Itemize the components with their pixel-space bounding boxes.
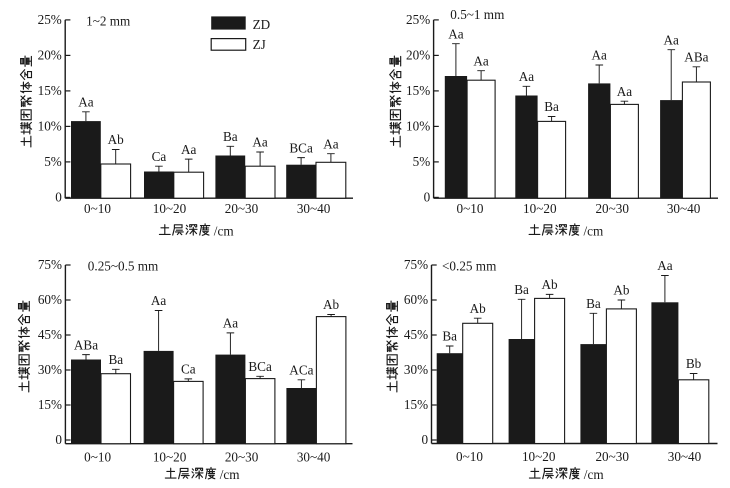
svg-text:0.25~0.5 mm: 0.25~0.5 mm [88, 258, 159, 273]
svg-text:Aa: Aa [78, 95, 94, 110]
svg-text:45%: 45% [404, 327, 428, 342]
svg-text:10%: 10% [406, 119, 430, 134]
svg-text:Aa: Aa [473, 53, 489, 68]
svg-text:30~40: 30~40 [667, 201, 701, 216]
svg-text:Aa: Aa [592, 48, 608, 63]
svg-text:Aa: Aa [519, 69, 535, 84]
svg-text:30%: 30% [38, 362, 62, 377]
svg-text:Ab: Ab [323, 297, 340, 312]
svg-text:20%: 20% [406, 48, 430, 63]
svg-text:ABa: ABa [74, 337, 98, 352]
svg-text:0~10: 0~10 [457, 201, 484, 216]
svg-text:Ab: Ab [542, 277, 559, 292]
svg-text:Aa: Aa [657, 258, 673, 273]
svg-text:Aa: Aa [151, 293, 167, 308]
svg-text:25%: 25% [406, 12, 430, 27]
svg-text:Ab: Ab [613, 283, 630, 298]
svg-text:10~20: 10~20 [522, 449, 556, 464]
svg-text:10~20: 10~20 [153, 201, 187, 216]
svg-text:30~40: 30~40 [297, 449, 331, 464]
svg-text:Aa: Aa [181, 142, 197, 157]
svg-text:Aa: Aa [664, 32, 680, 47]
svg-text:Ba: Ba [442, 329, 457, 344]
svg-text:0: 0 [424, 190, 431, 205]
svg-text:Ab: Ab [470, 301, 487, 316]
svg-text:30%: 30% [404, 362, 428, 377]
svg-text:ZJ: ZJ [253, 37, 266, 52]
svg-text:10~20: 10~20 [153, 449, 187, 464]
svg-text:1~2 mm: 1~2 mm [86, 13, 131, 28]
svg-text:ACa: ACa [289, 363, 313, 378]
svg-text:Ba: Ba [514, 282, 529, 297]
svg-text:75%: 75% [404, 257, 428, 272]
svg-text:Bb: Bb [686, 356, 702, 371]
svg-text:ZD: ZD [253, 17, 271, 32]
svg-text:20%: 20% [38, 48, 62, 63]
svg-text:0~10: 0~10 [456, 449, 483, 464]
svg-text:0.5~1 mm: 0.5~1 mm [450, 7, 505, 22]
svg-text:20~30: 20~30 [595, 201, 629, 216]
svg-text:BCa: BCa [289, 140, 313, 155]
svg-text:0~10: 0~10 [84, 201, 111, 216]
svg-text:Aa: Aa [323, 136, 339, 151]
svg-text:Aa: Aa [223, 316, 239, 331]
svg-text:<0.25 mm: <0.25 mm [442, 258, 497, 273]
svg-text:0~10: 0~10 [84, 449, 111, 464]
svg-text:0: 0 [55, 432, 62, 447]
svg-text:Aa: Aa [617, 84, 633, 99]
svg-text:20~30: 20~30 [595, 449, 629, 464]
svg-text:Aa: Aa [252, 135, 268, 150]
svg-text:/cm: /cm [584, 223, 605, 238]
svg-text:45%: 45% [38, 327, 62, 342]
svg-text:Ba: Ba [223, 129, 238, 144]
svg-text:60%: 60% [38, 292, 62, 307]
svg-text:Ba: Ba [108, 352, 123, 367]
svg-text:15%: 15% [38, 83, 62, 98]
svg-text:ABa: ABa [684, 50, 708, 65]
svg-text:Ab: Ab [108, 132, 125, 147]
svg-text:/cm: /cm [584, 467, 605, 482]
svg-text:25%: 25% [38, 12, 62, 27]
svg-text:/cm: /cm [220, 467, 241, 482]
svg-text:15%: 15% [406, 83, 430, 98]
svg-text:20~30: 20~30 [225, 201, 259, 216]
svg-text:Ca: Ca [152, 149, 167, 164]
svg-text:Ba: Ba [586, 296, 601, 311]
svg-text:30~40: 30~40 [297, 201, 331, 216]
svg-text:15%: 15% [404, 397, 428, 412]
svg-text:10~20: 10~20 [523, 201, 557, 216]
svg-text:30~40: 30~40 [668, 449, 702, 464]
svg-text:5%: 5% [44, 154, 62, 169]
svg-text:20~30: 20~30 [225, 449, 259, 464]
svg-text:/cm: /cm [214, 223, 235, 238]
svg-text:BCa: BCa [248, 359, 272, 374]
svg-text:Ca: Ca [181, 362, 196, 377]
svg-text:10%: 10% [38, 119, 62, 134]
svg-text:15%: 15% [38, 397, 62, 412]
svg-text:60%: 60% [404, 292, 428, 307]
svg-text:5%: 5% [413, 154, 431, 169]
svg-text:Aa: Aa [448, 26, 464, 41]
svg-text:0: 0 [55, 190, 62, 205]
svg-text:75%: 75% [38, 257, 62, 272]
svg-text:0: 0 [422, 432, 429, 447]
svg-text:Ba: Ba [544, 99, 559, 114]
